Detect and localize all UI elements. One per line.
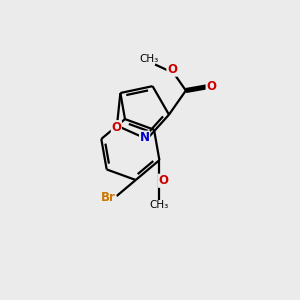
Text: O: O (206, 80, 216, 93)
Text: CH₃: CH₃ (150, 200, 169, 210)
Text: N: N (140, 131, 150, 144)
Text: O: O (167, 63, 177, 76)
Text: O: O (111, 121, 122, 134)
Text: O: O (158, 174, 169, 187)
Text: CH₃: CH₃ (139, 54, 158, 64)
Text: Br: Br (101, 191, 116, 204)
